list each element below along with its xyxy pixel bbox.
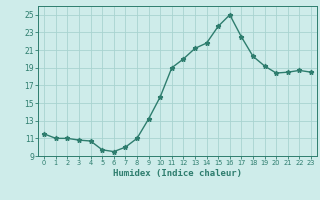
X-axis label: Humidex (Indice chaleur): Humidex (Indice chaleur) [113, 169, 242, 178]
